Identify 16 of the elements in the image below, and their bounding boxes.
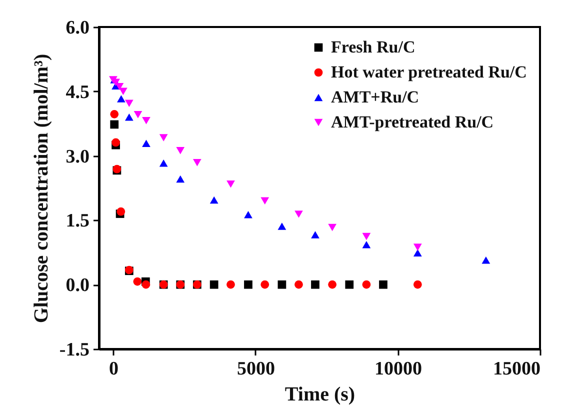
- y-tick-label: 4.5: [66, 82, 90, 103]
- x-axis-title: Time (s): [284, 384, 356, 406]
- y-tick-label: 3.0: [66, 146, 90, 168]
- x-tick-label: 0: [108, 358, 118, 380]
- y-tick-label: 6.0: [66, 18, 90, 38]
- y-tick-label: -1.5: [59, 340, 90, 360]
- x-tick-label: 15000: [493, 358, 540, 380]
- y-axis-title: Glucose concentration (mol/m³): [30, 54, 52, 324]
- x-tick-label: 10000: [374, 358, 422, 380]
- legend-label: AMT+Ru/C: [331, 88, 420, 106]
- legend-label: Fresh Ru/C: [331, 38, 416, 56]
- y-tick-label: 1.5: [66, 210, 90, 232]
- legend-label: AMT-pretreated Ru/C: [331, 112, 494, 132]
- x-tick-label: 5000: [236, 358, 275, 380]
- y-tick-label: 0.0: [66, 275, 90, 296]
- legend-label: Hot water pretreated Ru/C: [331, 62, 527, 82]
